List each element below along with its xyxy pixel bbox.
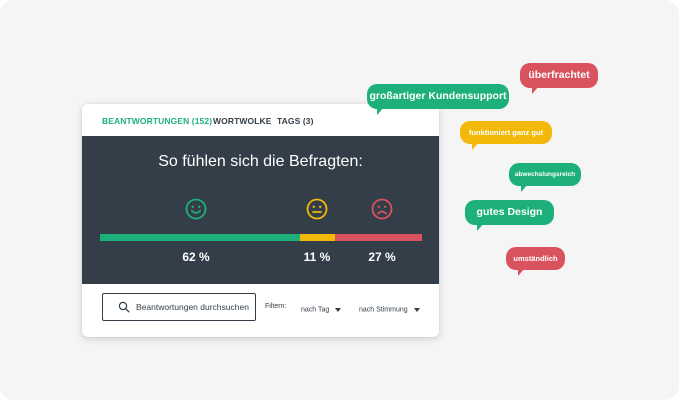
bubble-kundensupport-text: großartiger Kundensupport (369, 90, 507, 102)
caret-down-icon (413, 307, 420, 312)
panel-title: So fühlen sich die Befragten: (158, 153, 363, 170)
bubble-ueberfrachtet: überfrachtet (520, 63, 598, 94)
bubble-umstaendlich: umständlich (506, 247, 565, 276)
bubble-funktioniert-text: funktioniert ganz gut (468, 128, 544, 137)
search-placeholder: Beantwortungen durchsuchen (136, 302, 249, 312)
percent-neutral: 11 % (303, 250, 331, 264)
bubble-kundensupport: großartiger Kundensupport (367, 84, 509, 115)
filter-by-sentiment-label: nach Stimmung (359, 306, 408, 314)
results-card: BEANTWORTUNGEN (152) WORTWOLKE TAGS (3) … (82, 104, 439, 337)
bubble-abwechslungsreich-text: abwechslungsreich (514, 171, 576, 178)
sentiment-bar (100, 234, 422, 241)
sentiment-bar-positive (100, 234, 300, 241)
smiley-neutral-icon (306, 198, 328, 220)
tab-beantwortungen[interactable]: BEANTWORTUNGEN (152) (102, 116, 213, 126)
percent-negative: 27 % (368, 250, 396, 264)
percent-positive: 62 % (182, 250, 210, 264)
caret-down-icon (335, 307, 342, 312)
tab-wortwolke[interactable]: WORTWOLKE (213, 116, 272, 126)
bubble-umstaendlich-text: umständlich (513, 254, 558, 263)
sentiment-bar-negative (335, 234, 422, 241)
bubble-abwechslungsreich: abwechslungsreich (509, 163, 581, 192)
sentiment-panel: So fühlen sich die Befragten: (82, 136, 439, 284)
filter-by-sentiment-dropdown[interactable]: nach Stimmung (359, 301, 420, 313)
bubble-gutes-design-text: gutes Design (476, 206, 543, 218)
tab-bar: BEANTWORTUNGEN (152) WORTWOLKE TAGS (3) (82, 104, 439, 136)
bubble-gutes-design: gutes Design (465, 200, 554, 231)
search-icon (118, 301, 130, 313)
filter-label: Filtern: (265, 303, 287, 310)
bubble-funktioniert: funktioniert ganz gut (460, 121, 552, 150)
smiley-happy-icon (185, 198, 207, 220)
filter-by-tag-dropdown[interactable]: nach Tag (301, 301, 342, 314)
tab-tags[interactable]: TAGS (3) (277, 116, 314, 126)
filter-by-tag-label: nach Tag (301, 306, 330, 314)
bubble-ueberfrachtet-text: überfrachtet (528, 69, 590, 81)
sentiment-bar-neutral (299, 234, 336, 241)
smiley-sad-icon (371, 198, 393, 220)
search-input[interactable]: Beantwortungen durchsuchen (102, 293, 256, 321)
